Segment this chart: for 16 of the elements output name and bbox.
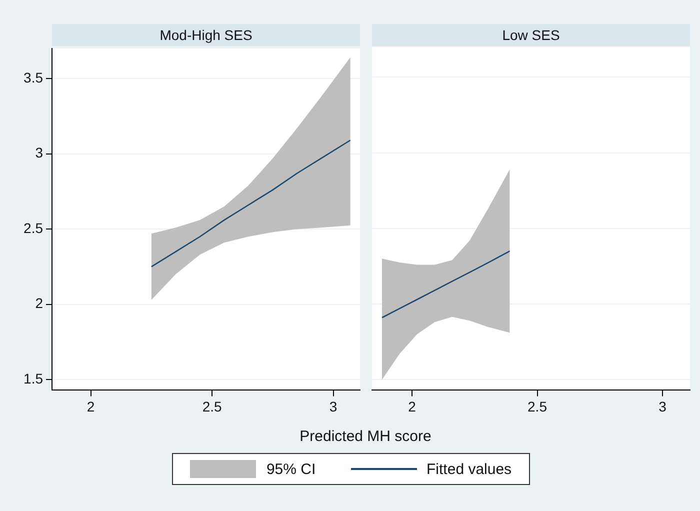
x-tick-label: 2.5: [528, 398, 548, 414]
chart-title: Mod-High SES: [52, 24, 360, 46]
x-tick-label: 2: [86, 398, 95, 414]
y-tick-label: 1.5: [24, 370, 44, 387]
x-tick-label: 3: [329, 398, 338, 414]
legend-label: 95% CI: [266, 460, 316, 478]
legend-label: Fitted values: [426, 460, 512, 478]
x-axis-title: Predicted MH score: [298, 428, 432, 445]
y-tick-label: 2: [35, 295, 44, 312]
x-tick-label: 3: [658, 398, 667, 414]
y-tick-label: 3: [35, 144, 44, 161]
y-tick-label: 3.5: [24, 69, 44, 86]
y-tick-label: 2.5: [24, 220, 44, 236]
chart-title: Low SES: [372, 24, 690, 46]
x-tick-label: 2: [408, 398, 416, 414]
x-tick-label: 2.5: [202, 398, 222, 414]
